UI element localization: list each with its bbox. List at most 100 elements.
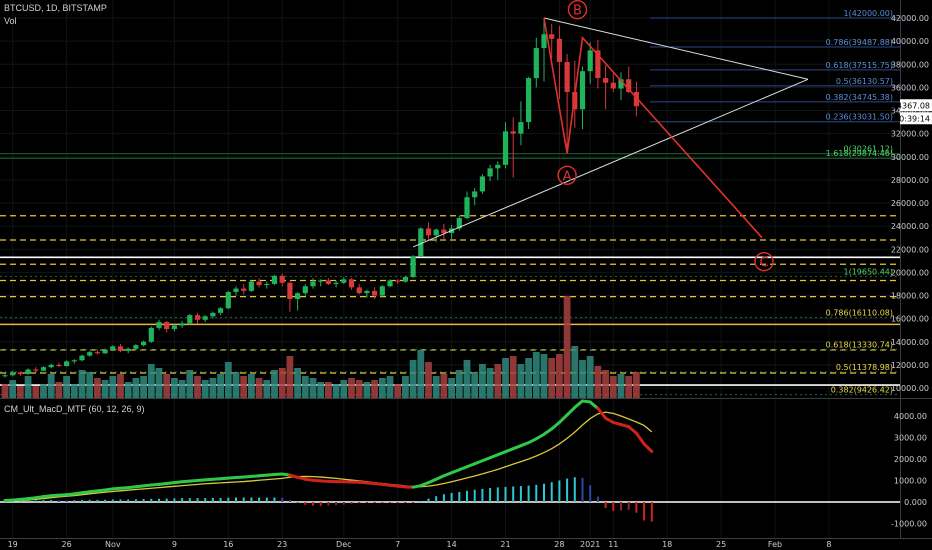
volume-bar <box>409 360 417 398</box>
volume-bar <box>178 380 186 398</box>
volume-bar <box>40 384 47 398</box>
volume-bar <box>201 380 209 398</box>
price-tick-label: 22000.00 <box>891 245 929 254</box>
fib-level-label: 0.382(9426.42) <box>831 386 893 395</box>
price-axis[interactable]: 42000.0040000.0038000.0036000.0034000.00… <box>891 14 932 393</box>
macd-line-segment <box>627 425 638 435</box>
candle-body <box>210 312 216 317</box>
price-tick-label: 38000.00 <box>891 60 929 69</box>
volume-bar <box>325 382 332 398</box>
volume-bar <box>78 370 86 398</box>
candle-body <box>48 364 54 368</box>
candle-body <box>603 78 609 83</box>
pattern-label-circle <box>557 165 577 185</box>
volume-bar <box>109 376 117 398</box>
volume-bar <box>463 360 471 398</box>
volume-bar <box>217 374 224 398</box>
pattern-label-a: A <box>563 169 572 184</box>
volume-bar <box>594 366 602 398</box>
candle-body <box>464 197 470 219</box>
volume-bar <box>471 372 479 398</box>
volume-bar <box>140 376 147 398</box>
candle-body <box>618 79 624 89</box>
volume-bar <box>625 376 633 398</box>
volume-bars <box>1 296 640 398</box>
volume-bar <box>9 380 17 398</box>
volume-bar <box>263 380 271 398</box>
volume-bar <box>586 356 594 398</box>
candle-body <box>479 176 485 192</box>
price-tick-label: 40000.00 <box>891 37 929 46</box>
fib-level-label: 1.618(29874.46) <box>826 149 893 158</box>
fib-level-label: 0.618(37515.75) <box>826 61 893 70</box>
candle-body <box>225 292 231 309</box>
symbol-title[interactable]: BTCUSD, 1D, BITSTAMP <box>4 3 107 13</box>
candle-body <box>526 78 532 123</box>
price-tick-label: 30000.00 <box>891 153 929 162</box>
volume-bar <box>363 382 371 398</box>
time-tick-label: 9 <box>172 540 177 549</box>
candle-body <box>533 48 539 79</box>
time-tick-label: 21 <box>500 540 510 549</box>
volume-bar <box>47 374 55 398</box>
last-price-label: 34367.08 <box>892 101 930 110</box>
volume-bar <box>348 378 355 398</box>
volume-bar <box>571 346 579 398</box>
last-price-tag <box>900 99 932 112</box>
candle-body <box>102 349 108 354</box>
abc-pattern-line <box>543 17 763 239</box>
macd-line-segment <box>642 442 654 453</box>
volume-bar <box>24 376 32 398</box>
candle-body <box>64 361 70 367</box>
macd-line-segment <box>557 413 569 424</box>
price-tick-label: 12000.00 <box>891 361 929 370</box>
volume-bar <box>517 364 525 398</box>
candle-body <box>518 122 524 134</box>
candle-body <box>194 315 201 320</box>
candle-body <box>117 346 124 351</box>
fib-level-label: 0.5(36130.57) <box>836 77 893 86</box>
volume-bar <box>317 382 325 398</box>
time-tick-label: 2021 <box>580 540 600 549</box>
candle-body <box>295 293 301 299</box>
time-tick-label: 7 <box>395 540 400 549</box>
volume-bar <box>63 376 70 398</box>
candle-body <box>364 290 370 294</box>
volume-bar <box>209 378 217 398</box>
candle-body <box>587 50 593 72</box>
candle-body <box>348 279 355 288</box>
volume-bar <box>486 368 494 398</box>
time-axis[interactable]: 19 26 Nov 9 16 23 Dec 7 14 21 28 2021 11 18 25 Feb 8 <box>8 540 832 549</box>
candle-body <box>302 286 308 294</box>
fib-level-label: 0.236(33031.50) <box>826 113 893 122</box>
fib-level-label: 1(42000.00) <box>843 9 893 18</box>
macd-line-segment <box>634 431 646 446</box>
candle-body <box>626 79 632 92</box>
pattern-label-c: C <box>759 256 768 271</box>
volume-bar <box>525 358 532 398</box>
volume-bar <box>448 378 455 398</box>
volume-bar <box>1 384 9 398</box>
candle-body <box>40 367 47 371</box>
volume-bar <box>171 378 178 398</box>
volume-bar <box>132 378 140 398</box>
pattern-label-circle <box>567 0 588 20</box>
volume-bar <box>32 386 40 398</box>
candle-body <box>10 372 16 376</box>
time-tick-label: 28 <box>554 540 564 549</box>
candle-body <box>356 287 362 294</box>
macd-line-segment <box>565 405 577 417</box>
candle-body <box>218 308 224 313</box>
indicator-title[interactable]: CM_Ult_MacD_MTF (60, 12, 26, 9) <box>4 404 145 414</box>
volume-bar <box>286 356 294 398</box>
fib-level-label: 0(30261.12) <box>843 145 893 154</box>
candle-body <box>633 92 639 107</box>
macd-line-segment <box>596 406 608 420</box>
volume-bar <box>509 356 517 398</box>
candle-body <box>487 168 493 177</box>
volume-bar <box>94 378 101 398</box>
pattern-drawings: A B C <box>412 0 809 272</box>
macd-axis[interactable]: 4000.00 3000.00 2000.00 1000.00 0.000 -1000.0… <box>891 412 927 529</box>
